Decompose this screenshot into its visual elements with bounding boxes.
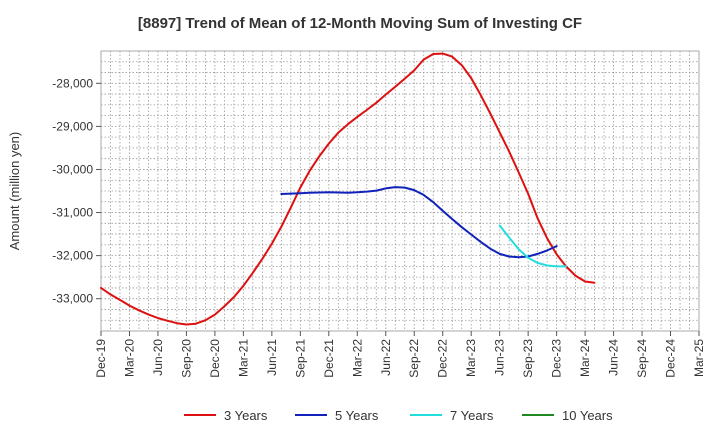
x-tick-label: Mar-24 [578,339,592,377]
y-axis-ticks: -28,000 -29,000 -30,000 -31,000 -32,000 -33,0… [52,76,101,306]
y-tick-label: -29,000 [52,119,93,133]
x-tick-label: Mar-25 [692,339,706,377]
chart-title: [8897] Trend of Mean of 12-Month Moving … [138,15,582,32]
x-tick-label: Mar-23 [464,339,478,377]
x-tick-label: Dec-24 [664,339,678,378]
x-tick-label: Sep-22 [407,339,421,378]
legend-label: 7 Years [450,408,494,423]
x-tick-label: Sep-21 [293,339,307,378]
y-tick-label: -30,000 [52,162,93,176]
series-line-7-years [498,224,567,268]
x-tick-label: Jun-20 [151,339,165,376]
x-tick-label: Jun-24 [607,339,621,376]
x-tick-label: Mar-21 [236,339,250,377]
legend-label: 3 Years [224,408,268,423]
y-tick-label: -28,000 [52,76,93,90]
x-tick-label: Mar-22 [350,339,364,377]
plot-frame [100,50,700,332]
x-tick-label: Dec-23 [550,339,564,378]
x-tick-label: Jun-23 [493,339,507,376]
x-tick-label: Jun-22 [379,339,393,376]
x-tick-label: Sep-23 [521,339,535,378]
series-line-5-years [280,186,558,259]
y-tick-label: -31,000 [52,206,93,220]
x-tick-label: Dec-20 [208,339,222,378]
y-tick-label: -33,000 [52,292,93,306]
x-tick-label: Dec-22 [436,339,450,378]
series-line-3-years [100,52,596,326]
x-tick-label: Mar-20 [122,339,136,377]
x-tick-label: Sep-24 [635,339,649,378]
x-tick-label: Dec-19 [94,339,108,378]
legend-label: 10 Years [562,408,613,423]
legend-label: 5 Years [335,408,379,423]
x-tick-label: Jun-21 [265,339,279,376]
legend: 3 Years 5 Years 7 Years 10 Years [184,408,613,423]
series-lines [100,52,596,326]
grid [101,51,699,331]
x-axis-ticks: Dec-19 Mar-20 Jun-20 Sep-20 Dec-20 Mar-21 Jun-… [94,331,706,378]
x-tick-label: Sep-20 [179,339,193,378]
y-axis-label: Amount (million yen) [7,132,22,251]
x-tick-label: Dec-21 [322,339,336,378]
y-tick-label: -32,000 [52,249,93,263]
